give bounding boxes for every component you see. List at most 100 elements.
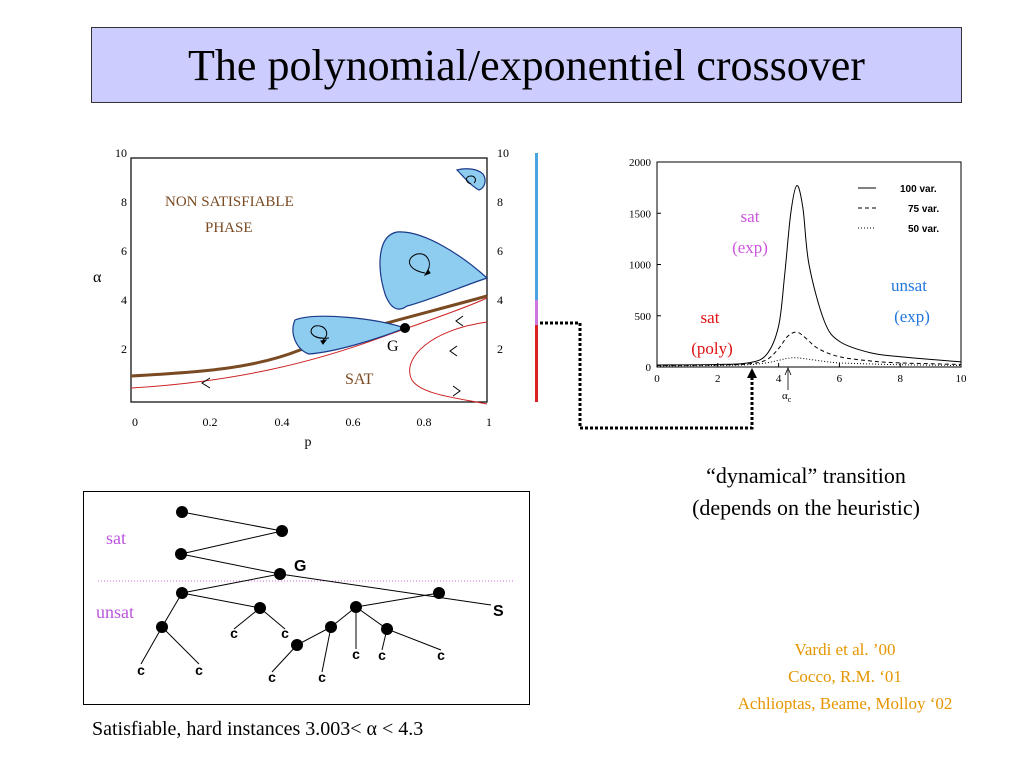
chart-x-ticks: 0 2 4 6 8 10 [654, 363, 967, 385]
tree-node [381, 623, 393, 635]
trajectory-arrow [449, 345, 458, 357]
tree-node [176, 587, 188, 599]
connector-arrowhead [747, 368, 757, 378]
reference-item: Achlioptas, Beame, Molloy ‘02 [737, 694, 953, 713]
y-tick-label: 2000 [629, 157, 652, 169]
basin-arrow [320, 339, 328, 345]
series-line [656, 185, 962, 366]
slide-title-box: The polynomial/exponentiel crossover [91, 27, 962, 103]
y-tick-label: 4 [497, 293, 503, 307]
x-tick-label: 0 [132, 415, 138, 429]
search-tree-panel: sat unsat [83, 491, 530, 705]
trajectory-arrow [201, 377, 211, 389]
slide-caption: Satisfiable, hard instances 3.003< α < 4… [92, 718, 424, 740]
x-axis-tick-labels: 0 0.2 0.4 0.6 0.8 1 [132, 415, 492, 429]
y-tick-label: 2 [121, 342, 127, 356]
reference-item: Vardi et al. ’00 [794, 640, 896, 659]
y-tick-label: 10 [115, 146, 127, 160]
point-G-label: G [387, 338, 399, 355]
phase-diagram: 0 0.2 0.4 0.6 0.8 1 p 2 4 6 8 10 α 2 4 6… [93, 146, 509, 450]
tree-node [433, 587, 445, 599]
series-line [656, 331, 962, 366]
x-tick-label: 0.2 [203, 415, 218, 429]
legend-entry: 75 var. [908, 204, 939, 215]
reference-item: Cocco, R.M. ‘01 [788, 667, 902, 686]
x-tick-label: 8 [897, 373, 903, 385]
region-sat-poly-label: sat (poly) [691, 308, 733, 358]
tree-node-G-label: G [294, 558, 306, 575]
tree-node [350, 601, 362, 613]
tree-node [276, 525, 288, 537]
x-axis-label: p [305, 435, 312, 450]
tree-edges [140, 511, 492, 673]
region-sat-exp-label: sat (exp) [732, 207, 768, 257]
complexity-chart: 0 500 1000 1500 2000 0 2 4 6 8 10 100 var. 75 var… [629, 157, 967, 404]
tree-leaves: c c c c c c c c c [137, 625, 445, 685]
dynamical-note-line2: (depends on the heuristic) [692, 495, 920, 520]
y-tick-label: 2 [497, 342, 503, 356]
trajectory-curve [409, 321, 488, 405]
chart-y-ticks: 0 500 1000 1500 2000 [629, 157, 661, 374]
x-tick-label: 10 [956, 373, 968, 385]
tree-node [325, 621, 337, 633]
leaf-c: c [230, 625, 238, 641]
alpha-c-marker: αc [782, 366, 792, 404]
leaf-c: c [437, 647, 445, 663]
tree-node [291, 639, 303, 651]
x-tick-label: 0.8 [417, 415, 432, 429]
region-label-line: sat [741, 207, 760, 226]
x-tick-label: 0.4 [275, 415, 290, 429]
dynamical-transition-note: “dynamical” transition (depends on the h… [606, 460, 1006, 524]
x-tick-label: 6 [837, 373, 843, 385]
leaf-c: c [352, 646, 360, 662]
trajectory-arrow [452, 385, 461, 397]
tree-node [156, 621, 168, 633]
trajectory-arrow [455, 315, 464, 327]
region-label-line: (poly) [691, 339, 733, 358]
leaf-c: c [318, 669, 326, 685]
slide-title: The polynomial/exponentiel crossover [188, 40, 865, 90]
region-label-line: (exp) [894, 307, 930, 326]
y-tick-label: 8 [121, 195, 127, 209]
basin-swirl [466, 175, 476, 185]
region-unsat-exp-label: unsat (exp) [891, 276, 930, 326]
basin-swirl [409, 253, 430, 274]
phase-boundary-curve [130, 294, 488, 378]
references: Vardi et al. ’00 Cocco, R.M. ‘01 Achliop… [690, 636, 1000, 717]
nonsat-phase-label-line1: NON SATISFIABLE [165, 194, 294, 210]
y-axis-left-tick-labels: 2 4 6 8 10 [115, 146, 127, 356]
search-tree: sat unsat [96, 506, 514, 685]
y-tick-label: 6 [497, 244, 503, 258]
y-tick-label: 6 [121, 244, 127, 258]
y-tick-label: 10 [497, 146, 509, 160]
basin-large [379, 231, 489, 310]
chart-legend: 100 var. 75 var. 50 var. [858, 184, 939, 235]
dotted-connector-line [540, 321, 754, 430]
connector [540, 321, 757, 430]
basin-tiny [455, 168, 486, 191]
y-axis-right-tick-labels: 2 4 6 8 10 [497, 146, 509, 356]
nonsat-phase-label-line2: PHASE [205, 220, 253, 236]
leaf-c: c [268, 669, 276, 685]
tree-node-G [274, 568, 286, 580]
basin-swirl [310, 325, 330, 341]
tree-node-S-label: S [493, 603, 504, 620]
phase-plot-frame [130, 157, 488, 403]
alpha-c-label: αc [782, 390, 792, 404]
y-tick-label: 0 [646, 362, 652, 374]
region-label-line: unsat [891, 276, 927, 295]
leaf-c: c [195, 662, 203, 678]
color-bar-lower [535, 325, 538, 402]
tree-node [176, 506, 188, 518]
x-tick-label: 0 [654, 373, 660, 385]
y-tick-label: 1500 [629, 208, 652, 220]
y-tick-label: 8 [497, 195, 503, 209]
sat-region-label: sat [106, 528, 126, 548]
x-tick-label: 0.6 [346, 415, 361, 429]
dynamical-note-line1: “dynamical” transition [706, 463, 906, 488]
chart-series-group [656, 185, 962, 367]
x-tick-label: 4 [776, 373, 782, 385]
series-line [656, 357, 962, 367]
tree-node [175, 548, 187, 560]
alpha-c-arrowhead [784, 366, 792, 376]
